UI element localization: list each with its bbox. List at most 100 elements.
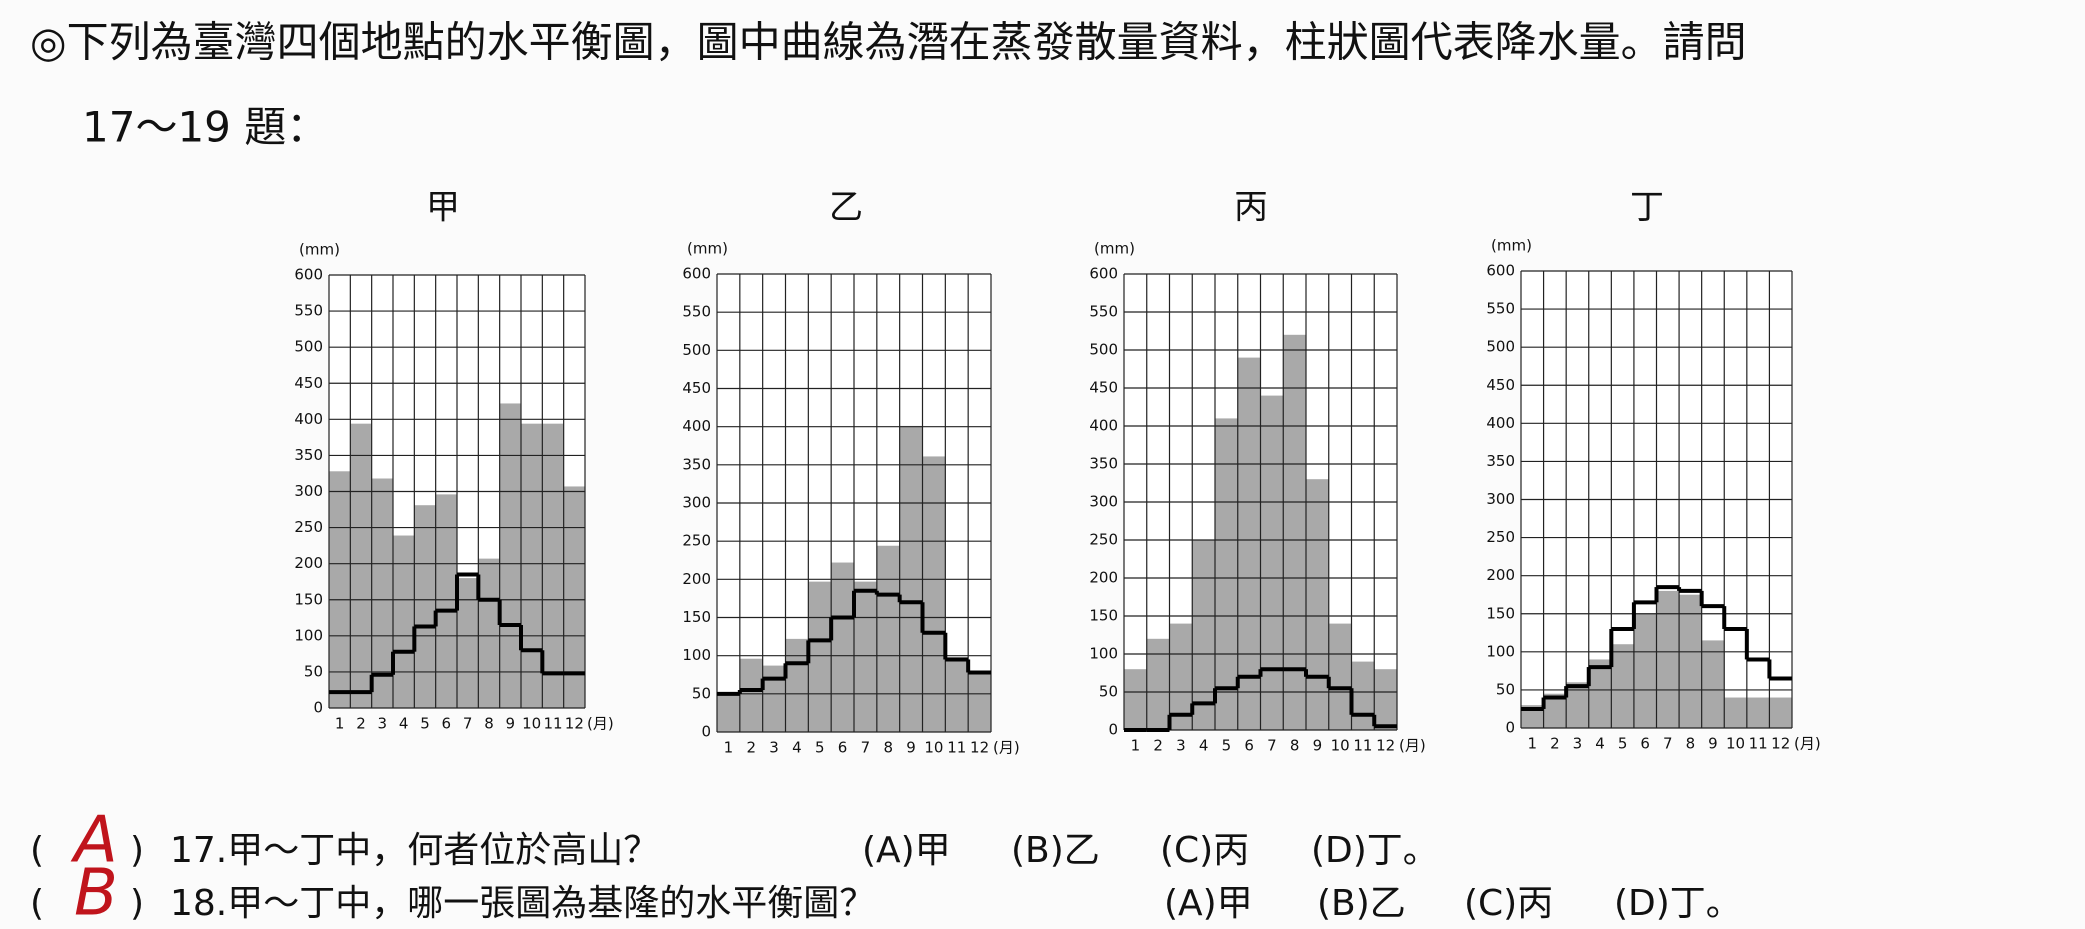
- x-tick-label: 2: [1153, 737, 1163, 755]
- bar: [499, 403, 521, 708]
- bar: [1215, 418, 1238, 730]
- x-tick-label: 11: [1749, 735, 1768, 753]
- y-tick-label: 600: [682, 265, 711, 283]
- x-tick-label: 9: [1708, 735, 1718, 753]
- x-axis-label: (月): [1399, 737, 1426, 755]
- x-tick-label: 1: [724, 739, 734, 757]
- chart-title: 丙: [1234, 188, 1268, 228]
- y-tick-label: 250: [294, 518, 323, 536]
- y-tick-label: 500: [1089, 341, 1118, 359]
- x-tick-label: 7: [1267, 737, 1277, 755]
- y-tick-label: 550: [1486, 300, 1515, 318]
- y-tick-label: 0: [1505, 719, 1515, 737]
- y-tick-label: 350: [1089, 455, 1118, 473]
- y-tick-label: 50: [1099, 683, 1118, 701]
- chart-title: 乙: [829, 188, 863, 228]
- option: (C)丙: [1160, 830, 1249, 871]
- y-tick-label: 50: [692, 684, 711, 702]
- x-tick-label: 12: [970, 739, 989, 757]
- x-tick-label: 4: [399, 715, 409, 733]
- y-tick-label: 300: [1089, 493, 1118, 511]
- x-tick-label: 10: [1726, 735, 1745, 753]
- x-tick-label: 11: [1353, 737, 1372, 755]
- y-tick-label: 350: [294, 446, 323, 464]
- bar: [542, 423, 564, 708]
- x-tick-label: 7: [463, 715, 473, 733]
- x-tick-label: 8: [484, 715, 494, 733]
- bar: [350, 423, 372, 708]
- paren: ): [130, 830, 144, 871]
- bar: [831, 562, 854, 732]
- bar: [1351, 661, 1375, 730]
- y-tick-label: 350: [1486, 452, 1515, 470]
- y-tick-label: 600: [1486, 262, 1515, 280]
- x-tick-label: 10: [522, 715, 541, 733]
- bar: [1543, 693, 1567, 728]
- bar: [876, 545, 900, 732]
- x-tick-label: 3: [769, 739, 779, 757]
- y-tick-label: 0: [313, 699, 323, 717]
- y-tick-label: 450: [294, 374, 323, 392]
- paren: ): [130, 883, 144, 924]
- x-tick-label: 5: [1618, 735, 1628, 753]
- x-tick-label: 6: [1244, 737, 1254, 755]
- y-tick-label: 50: [304, 662, 323, 680]
- bar: [521, 423, 543, 708]
- option: (D)丁。: [1311, 830, 1439, 871]
- y-tick-label: 0: [701, 723, 711, 741]
- bar: [717, 692, 740, 732]
- x-tick-label: 10: [924, 739, 943, 757]
- bar: [808, 581, 832, 732]
- x-tick-label: 4: [1199, 737, 1209, 755]
- bar: [785, 638, 809, 732]
- x-tick-label: 8: [1686, 735, 1696, 753]
- y-tick-label: 100: [1089, 645, 1118, 663]
- bar: [414, 505, 436, 708]
- x-tick-label: 6: [838, 739, 848, 757]
- x-tick-label: 7: [1663, 735, 1673, 753]
- handwritten-answer: B: [74, 857, 118, 929]
- y-tick-label: 300: [1486, 490, 1515, 508]
- y-tick-label: 200: [682, 570, 711, 588]
- y-tick-label: 200: [1486, 566, 1515, 584]
- x-tick-label: 1: [1528, 735, 1538, 753]
- y-tick-label: 500: [1486, 338, 1515, 356]
- chart-title: 丁: [1630, 188, 1664, 228]
- y-tick-label: 400: [1089, 417, 1118, 435]
- option: (C)丙: [1464, 883, 1553, 924]
- y-tick-label: 600: [1089, 265, 1118, 283]
- y-tick-label: 550: [294, 302, 323, 320]
- x-tick-label: 7: [861, 739, 871, 757]
- option: (D)丁。: [1614, 883, 1742, 924]
- option: (B)乙: [1011, 830, 1100, 871]
- x-tick-label: 12: [1771, 735, 1790, 753]
- y-tick-label: 400: [1486, 414, 1515, 432]
- y-tick-label: 400: [294, 410, 323, 428]
- y-tick-label: 450: [1486, 376, 1515, 394]
- x-axis-label: (月): [993, 739, 1020, 757]
- x-tick-label: 5: [815, 739, 825, 757]
- y-tick-label: 250: [1486, 528, 1515, 546]
- bar: [1374, 669, 1397, 730]
- x-tick-label: 8: [1290, 737, 1300, 755]
- bar: [1679, 594, 1702, 728]
- x-tick-label: 10: [1331, 737, 1350, 755]
- x-tick-label: 2: [746, 739, 756, 757]
- y-tick-label: 350: [682, 455, 711, 473]
- question-text: 18.甲～丁中，哪一張圖為基隆的水平衡圖？: [170, 883, 875, 924]
- header-line: 17～19 題：: [82, 103, 328, 152]
- bar: [1169, 623, 1193, 730]
- bar: [563, 486, 585, 708]
- bar: [1633, 613, 1657, 728]
- option: (A)甲: [862, 830, 951, 871]
- y-axis-label: (mm): [687, 240, 728, 258]
- y-axis-label: (mm): [299, 241, 340, 259]
- y-tick-label: 100: [682, 646, 711, 664]
- y-axis-label: (mm): [1094, 240, 1135, 258]
- y-tick-label: 600: [294, 266, 323, 284]
- chart-title: 甲: [426, 188, 460, 228]
- bar: [854, 581, 877, 732]
- y-tick-label: 150: [682, 608, 711, 626]
- option: (A)甲: [1164, 883, 1253, 924]
